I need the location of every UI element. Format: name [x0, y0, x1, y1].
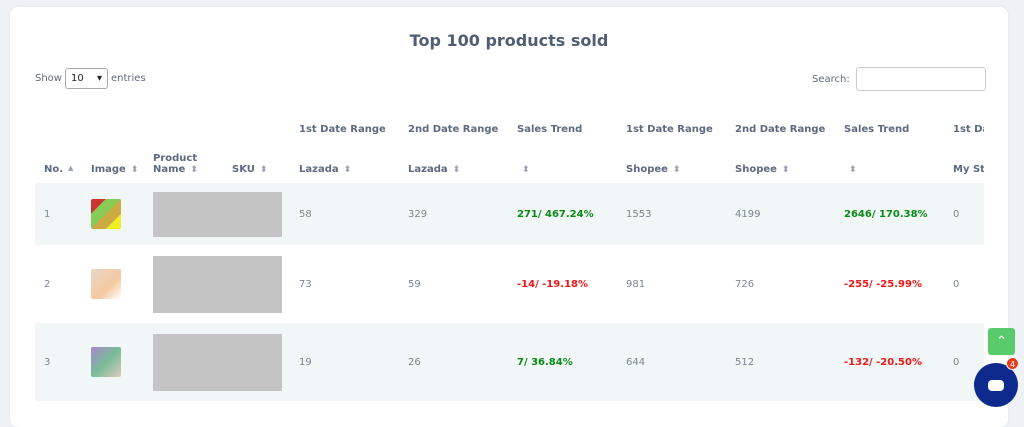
scroll-to-top-button[interactable]: ⌃ — [988, 328, 1015, 355]
lazada-2nd-range: 329 — [399, 183, 508, 245]
column-header-label: My Sto — [953, 164, 984, 175]
lazada-sales-trend: -14/ -19.18% — [517, 278, 589, 290]
column-header-label: Shopee — [735, 164, 777, 175]
column-header-label: Shopee — [626, 164, 668, 175]
lazada-1st-range: 19 — [290, 323, 399, 401]
sort-icon: ⬍ — [190, 165, 198, 175]
row-number: 3 — [35, 323, 82, 401]
shopee-1st-range: 981 — [626, 278, 646, 290]
length-control: Show 10 ▾ entries — [35, 68, 146, 89]
search-label: Search: — [812, 73, 850, 85]
shopee-2nd-range: 512 — [726, 323, 835, 401]
column-header[interactable]: 2nd Date Range Shopee ⬍ — [735, 124, 826, 175]
redacted-product-name-sku — [153, 191, 282, 237]
column-header[interactable]: Sales Trend ⬍ — [844, 124, 910, 175]
column-header-label: Image — [91, 164, 126, 175]
redacted-product-name-sku — [153, 333, 282, 391]
entries-value: 10 — [70, 73, 84, 84]
lazada-sales-trend: 271/ 467.24% — [508, 183, 617, 245]
column-header-label: SKU — [232, 164, 255, 175]
shopee-sales-trend: -255/ -25.99% — [844, 278, 922, 290]
chat-icon — [988, 379, 1004, 391]
chat-badge: 4 — [1006, 357, 1019, 370]
lazada-2nd-range: 26 — [399, 323, 508, 401]
row-number: 1 — [35, 183, 82, 245]
page-title: Top 100 products sold — [409, 31, 609, 50]
column-header-label: Lazada — [299, 164, 339, 175]
show-label: Show — [35, 73, 62, 84]
column-header-label: Lazada — [408, 164, 448, 175]
products-table-wrapper[interactable]: No. ▲ Image ⬍ Product Name ⬍ SKU ⬍ 1st Date Range… — [35, 107, 984, 427]
column-header[interactable]: Image ⬍ — [82, 107, 144, 183]
product-image[interactable] — [91, 347, 121, 377]
sort-icon: ⬍ — [343, 165, 352, 175]
shopee-1st-range: 644 — [617, 323, 726, 401]
lazada-sales-trend: 7/ 36.84% — [508, 323, 617, 401]
shopee-1st-range: 1553 — [617, 183, 726, 245]
shopee-sales-trend: -132/ -20.50% — [835, 323, 944, 401]
column-header[interactable]: Product Name ⬍ — [144, 107, 223, 183]
sort-icon: ⬍ — [849, 165, 857, 175]
sort-icon: ⬍ — [522, 165, 530, 175]
sort-icon: ⬍ — [130, 165, 139, 175]
top-products-card: Top 100 products sold Show 10 ▾ entries S… — [10, 7, 1008, 427]
sort-icon: ▲ — [68, 164, 74, 172]
column-header[interactable]: Sales Trend ⬍ — [517, 124, 583, 175]
shopee-sales-trend: 2646/ 170.38% — [835, 183, 944, 245]
column-header[interactable]: 1st Date Range Shopee ⬍ — [626, 124, 713, 175]
lazada-1st-range: 73 — [299, 278, 312, 290]
shopee-2nd-range: 726 — [735, 278, 755, 290]
table-row[interactable]: 3 19 26 7/ 36.84% 644 512 -132/ -20.50% … — [35, 323, 984, 401]
column-header[interactable]: 1st Date Range Lazada ⬍ — [299, 124, 386, 175]
search-control: Search: — [812, 67, 986, 91]
redacted-product-name-sku — [153, 255, 282, 313]
column-header-top: Product — [153, 153, 198, 164]
table-row[interactable]: 2 73 59 -14/ -19.18% 981 726 -255/ -25.9… — [35, 245, 984, 323]
search-input[interactable] — [855, 67, 986, 91]
table-row[interactable]: 1 58 329 271/ 467.24% 1553 4199 2646/ 17… — [35, 183, 984, 245]
lazada-2nd-range: 59 — [408, 278, 421, 290]
column-header[interactable]: 1st DaMy Sto — [944, 107, 984, 183]
column-header-label: Name — [153, 164, 186, 175]
product-image[interactable] — [91, 199, 121, 229]
sort-icon: ⬍ — [781, 165, 790, 175]
my-store-1st-range: 0 — [953, 278, 960, 290]
products-table: No. ▲ Image ⬍ Product Name ⬍ SKU ⬍ 1st Date Range… — [35, 107, 984, 401]
chevron-up-icon: ⌃ — [996, 334, 1007, 349]
column-header[interactable]: No. ▲ — [35, 107, 82, 183]
my-store-1st-range: 0 — [944, 183, 984, 245]
product-image[interactable] — [91, 269, 121, 299]
column-header[interactable]: SKU ⬍ — [223, 107, 290, 183]
lazada-1st-range: 58 — [290, 183, 399, 245]
chevron-down-icon: ▾ — [96, 73, 102, 84]
sort-icon: ⬍ — [259, 165, 268, 175]
sort-icon: ⬍ — [672, 165, 681, 175]
entries-label: entries — [110, 73, 146, 84]
column-header-label: No. — [44, 164, 64, 175]
shopee-2nd-range: 4199 — [726, 183, 835, 245]
chat-button[interactable] — [974, 363, 1018, 407]
row-number: 2 — [44, 278, 51, 290]
sort-icon: ⬍ — [452, 165, 461, 175]
column-header[interactable]: 2nd Date Range Lazada ⬍ — [408, 124, 499, 175]
entries-select[interactable]: 10 ▾ — [64, 68, 108, 89]
